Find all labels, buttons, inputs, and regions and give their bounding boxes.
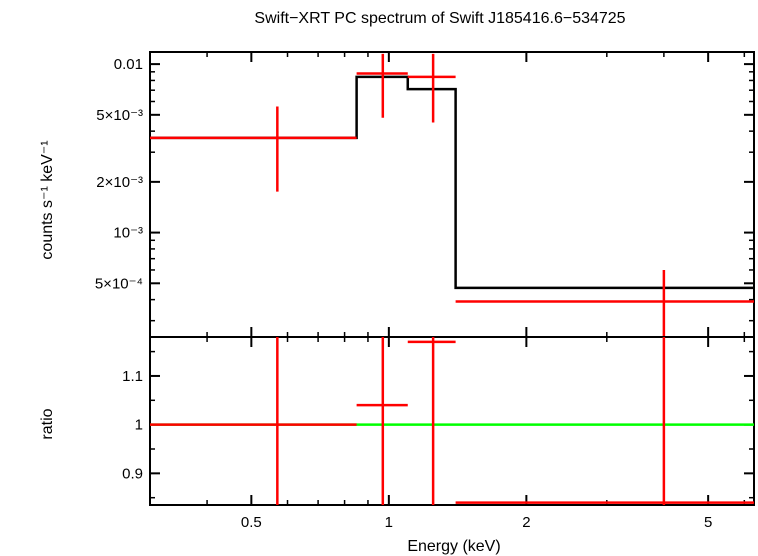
chart-title: Swift−XRT PC spectrum of Swift J185416.6… [254, 10, 625, 27]
y-tick-label: 1.1 [122, 368, 143, 385]
spectrum-panel: 0.01 5×10⁻³ 2×10⁻³ 10⁻³ 5×10⁻⁴ [95, 51, 755, 338]
y-axis-title-spectrum: counts s⁻¹ keV⁻¹ [39, 140, 56, 259]
x-tick-label: 0.5 [241, 514, 262, 531]
y-tick-label: 1 [135, 417, 143, 434]
y-tick-label: 2×10⁻³ [96, 174, 143, 191]
ratio-frame [149, 336, 755, 506]
y-tick-label: 5×10⁻³ [96, 107, 143, 124]
y-tick-label: 0.9 [122, 465, 143, 482]
x-tick-label: 5 [704, 514, 712, 531]
x-tick-label: 1 [385, 514, 393, 531]
model-step-line [150, 75, 754, 290]
x-axis-title: Energy (keV) [407, 538, 500, 555]
y-tick-label: 5×10⁻⁴ [95, 275, 143, 292]
y-tick-label: 0.01 [114, 56, 143, 73]
y-axis-title-ratio: ratio [39, 408, 56, 439]
x-tick-label: 2 [522, 514, 530, 531]
ratio-panel: 1.1 1 0.9 [122, 336, 755, 506]
y-tick-label: 10⁻³ [113, 225, 143, 242]
